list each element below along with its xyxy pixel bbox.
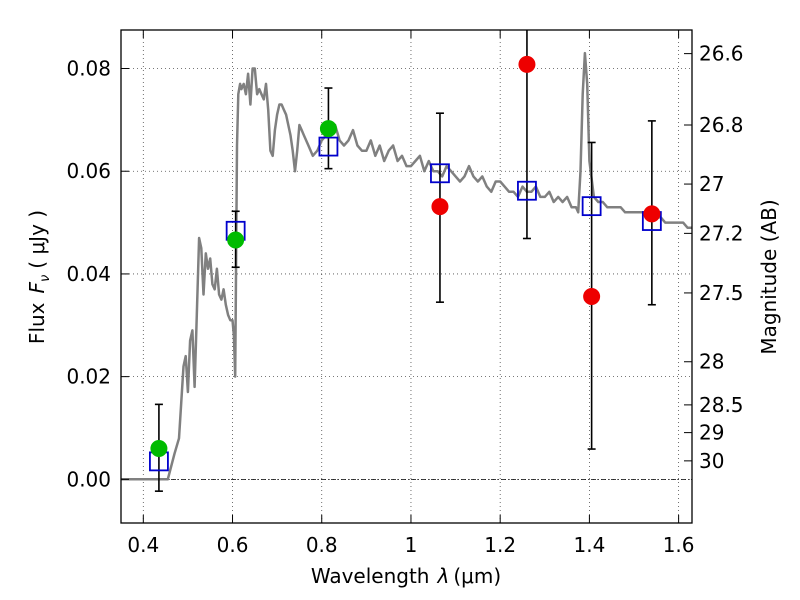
plot-background bbox=[121, 30, 692, 523]
axis-ticks: 0.4 0.6 0.8 1 1.2 1.4 1.6 0.00 0.02 0.04 0.06 0.08 2… bbox=[66, 30, 744, 557]
x-tick-label: 1.6 bbox=[663, 533, 695, 557]
observed-flux-point bbox=[431, 198, 449, 216]
observed-flux-point bbox=[643, 205, 661, 223]
observed-flux-point bbox=[583, 288, 601, 306]
plot-area bbox=[121, 30, 692, 492]
observed-flux-point bbox=[150, 440, 168, 458]
y-axis-label-symbol-sub: ν bbox=[38, 275, 53, 282]
y-tick-label: 0.04 bbox=[66, 262, 111, 286]
right-tick-label: 30 bbox=[699, 449, 724, 473]
y-tick-label: 0.00 bbox=[66, 467, 111, 491]
y-tick-label: 0.06 bbox=[66, 159, 111, 183]
right-tick-label: 28.5 bbox=[699, 393, 744, 417]
right-tick-label: 27.2 bbox=[699, 221, 744, 245]
x-tick-label: 0.4 bbox=[127, 533, 159, 557]
observed-flux-point bbox=[227, 231, 245, 249]
observed-flux-point bbox=[518, 55, 536, 73]
x-axis-label-unit: (μm) bbox=[453, 564, 501, 588]
x-tick-label: 0.6 bbox=[217, 533, 249, 557]
plot-frame bbox=[120, 29, 693, 524]
right-tick-label: 27 bbox=[699, 172, 724, 196]
model-flux-square bbox=[430, 163, 450, 184]
right-tick-label: 28 bbox=[699, 350, 724, 374]
x-tick-label: 0.8 bbox=[306, 533, 338, 557]
model-flux-square bbox=[318, 136, 339, 157]
y-tick-label: 0.02 bbox=[66, 365, 111, 389]
observed-flux-point bbox=[319, 120, 337, 138]
right-tick-label: 27.5 bbox=[699, 281, 744, 305]
right-axis-label: Magnitude (AB) bbox=[757, 199, 781, 354]
x-axis-label-symbol: λ bbox=[437, 564, 450, 588]
y-axis-label-text: Flux bbox=[25, 302, 49, 344]
y-tick-label: 0.08 bbox=[66, 57, 111, 81]
right-tick-label: 29 bbox=[699, 421, 724, 445]
x-axis-label-text: Wavelength bbox=[311, 564, 430, 588]
y-axis-label-unit: ( μJy ) bbox=[25, 210, 49, 269]
model-flux-square bbox=[517, 180, 537, 201]
template-spectrum-line bbox=[121, 51, 692, 481]
x-tick-label: 1.4 bbox=[573, 533, 605, 557]
right-tick-label: 26.8 bbox=[699, 113, 744, 137]
y-axis-label: Flux Fν ( μJy ) bbox=[25, 210, 53, 344]
x-tick-label: 1 bbox=[405, 533, 418, 557]
x-tick-label: 1.2 bbox=[484, 533, 516, 557]
right-tick-label: 26.6 bbox=[699, 42, 744, 66]
y-axis-label-symbol: F bbox=[25, 281, 49, 293]
x-axis-label: Wavelength λ (μm) bbox=[311, 564, 501, 588]
model-flux-square bbox=[581, 196, 602, 217]
